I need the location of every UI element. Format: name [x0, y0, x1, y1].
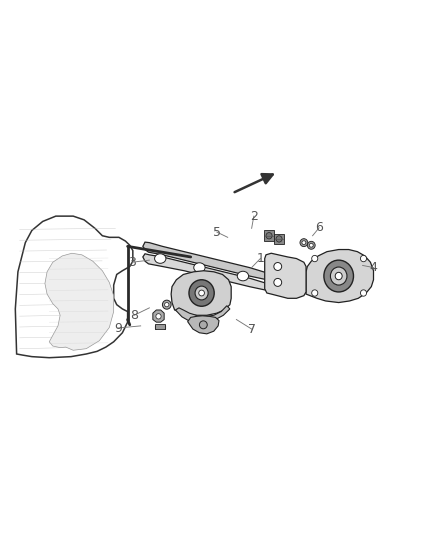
Ellipse shape [237, 271, 249, 281]
Text: 1: 1 [256, 252, 264, 265]
Text: 2: 2 [250, 209, 258, 223]
Ellipse shape [189, 280, 214, 306]
Polygon shape [176, 308, 196, 321]
Polygon shape [265, 253, 306, 298]
Text: 7: 7 [247, 322, 256, 336]
Ellipse shape [156, 314, 161, 319]
Polygon shape [274, 233, 284, 244]
Ellipse shape [330, 267, 347, 285]
Ellipse shape [199, 290, 205, 296]
Ellipse shape [335, 272, 342, 280]
Text: 8: 8 [130, 309, 138, 322]
Polygon shape [45, 253, 114, 350]
Text: 9: 9 [114, 321, 122, 335]
Ellipse shape [165, 303, 169, 307]
Ellipse shape [199, 321, 207, 329]
Ellipse shape [162, 300, 171, 309]
Polygon shape [306, 249, 374, 303]
Ellipse shape [360, 290, 367, 296]
Polygon shape [143, 254, 290, 292]
Ellipse shape [266, 232, 272, 239]
Ellipse shape [312, 255, 318, 262]
Polygon shape [171, 271, 231, 316]
Ellipse shape [307, 241, 315, 249]
Ellipse shape [312, 290, 318, 296]
Ellipse shape [195, 286, 208, 300]
Ellipse shape [155, 254, 166, 263]
Ellipse shape [274, 278, 282, 286]
Ellipse shape [360, 255, 367, 262]
Polygon shape [15, 216, 133, 358]
Polygon shape [153, 310, 164, 322]
Polygon shape [207, 306, 230, 321]
Text: 5: 5 [213, 225, 221, 239]
Ellipse shape [194, 263, 205, 272]
Polygon shape [264, 230, 274, 241]
Text: 3: 3 [128, 256, 136, 269]
Ellipse shape [302, 241, 306, 245]
Ellipse shape [276, 236, 282, 242]
Polygon shape [143, 242, 292, 282]
Ellipse shape [300, 239, 308, 247]
Text: 4: 4 [370, 261, 378, 274]
Ellipse shape [274, 263, 282, 270]
Polygon shape [155, 324, 166, 328]
Ellipse shape [309, 244, 313, 247]
Ellipse shape [324, 260, 353, 292]
Polygon shape [187, 316, 219, 334]
Text: 6: 6 [315, 221, 323, 235]
